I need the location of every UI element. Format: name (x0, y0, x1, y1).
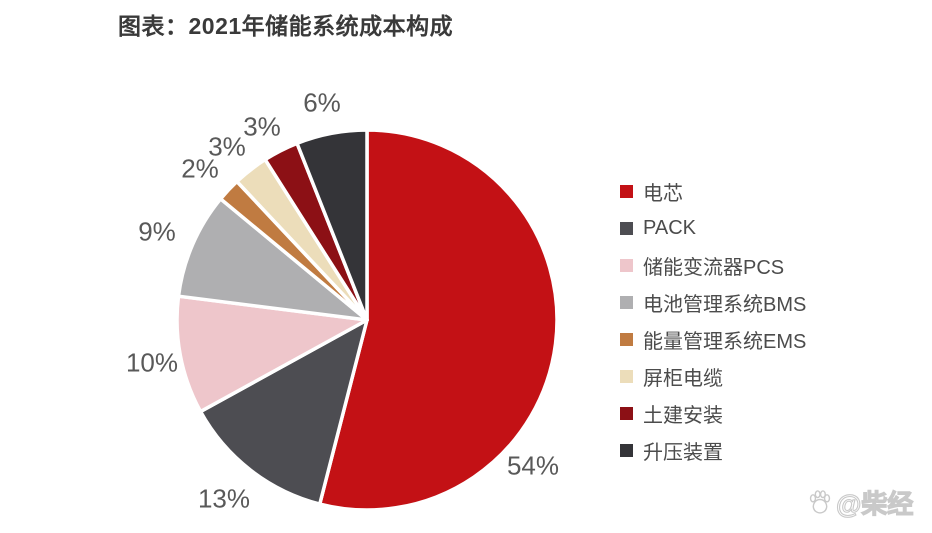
pie-label-civil-construction: 3% (243, 111, 281, 142)
pie-label-cell: 54% (506, 450, 560, 481)
pie-label-ems: 2% (181, 153, 219, 184)
legend-item-cabinet-cable: 屏柜电缆 (620, 358, 806, 395)
chart-title: 图表：2021年储能系统成本构成 (118, 13, 454, 39)
pie-label-booster-device: 6% (303, 87, 341, 118)
legend: 电芯 PACK 储能变流器PCS 电池管理系统BMS 能量管理系统EMS 屏柜电… (620, 173, 806, 469)
legend-label-cell: 电芯 (643, 183, 683, 205)
pie-label-cabinet-cable: 3% (208, 131, 246, 162)
legend-item-booster-device: 升压装置 (620, 432, 806, 469)
legend-item-pcs: 储能变流器PCS (620, 247, 806, 284)
pie-slice-pack (198, 318, 369, 506)
legend-label-cabinet-cable: 屏柜电缆 (643, 368, 723, 390)
legend-label-booster-device: 升压装置 (643, 442, 723, 464)
legend-item-civil-construction: 土建安装 (620, 395, 806, 432)
legend-label-pcs: 储能变流器PCS (643, 257, 785, 279)
baidu-paw-icon (809, 489, 831, 514)
pie-slice-pcs (175, 294, 369, 414)
legend-label-bms: 电池管理系统BMS (643, 294, 807, 316)
legend-swatch-pcs-icon (620, 259, 633, 272)
legend-item-bms: 电池管理系统BMS (620, 284, 806, 321)
legend-swatch-civil-construction-icon (620, 407, 633, 420)
watermark-text: @柴经 (835, 488, 914, 519)
pie-slice-bms (176, 197, 369, 322)
legend-swatch-ems-icon (620, 333, 633, 346)
legend-swatch-bms-icon (620, 296, 633, 309)
pie-label-bms: 9% (138, 216, 176, 247)
legend-swatch-pack-icon (620, 222, 633, 235)
legend-swatch-cabinet-cable-icon (620, 370, 633, 383)
legend-item-ems: 能量管理系统EMS (620, 321, 806, 358)
legend-label-ems: 能量管理系统EMS (643, 331, 807, 353)
legend-swatch-booster-device-icon (620, 444, 633, 457)
pie-label-pack: 13% (197, 483, 251, 514)
legend-label-civil-construction: 土建安装 (643, 405, 723, 427)
pie-slice-cell (318, 128, 559, 512)
pie-label-pcs: 10% (125, 347, 179, 378)
legend-item-pack: PACK (620, 210, 806, 247)
pie-slice-booster-device (295, 128, 369, 322)
legend-label-pack: PACK (643, 217, 696, 239)
legend-swatch-cell-icon (620, 185, 633, 198)
watermark: @柴经 (806, 484, 914, 521)
legend-item-cell: 电芯 (620, 173, 806, 210)
